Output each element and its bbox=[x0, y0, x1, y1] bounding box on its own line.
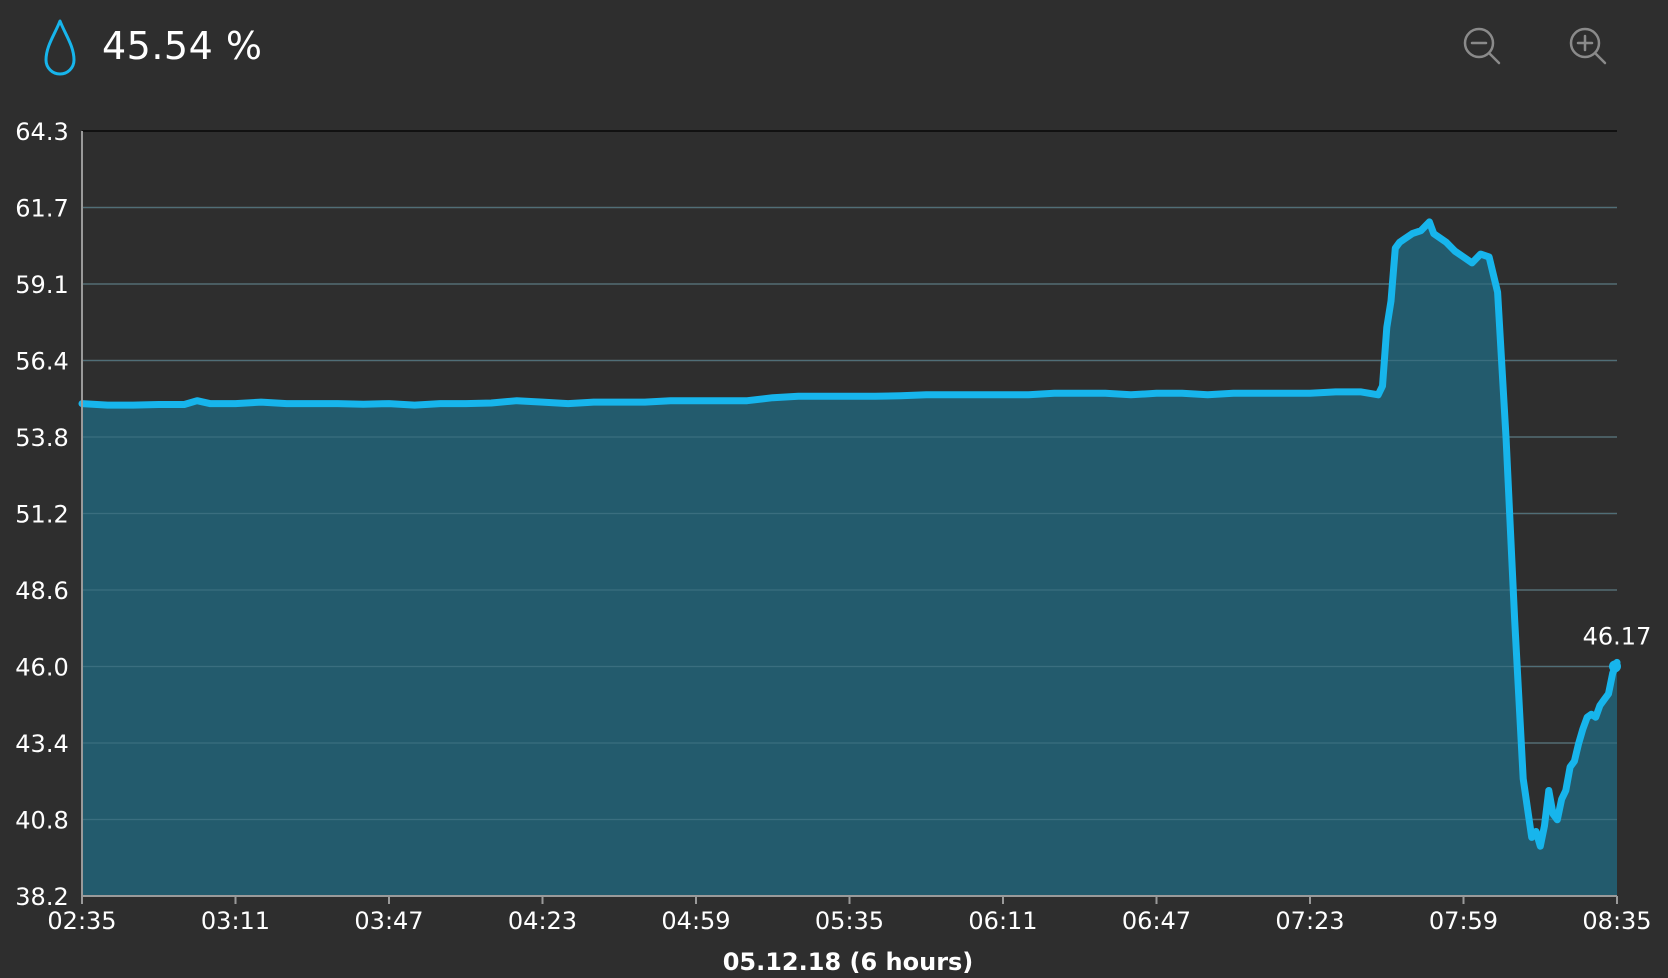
y-tick-label: 38.2 bbox=[15, 883, 68, 911]
x-tick-label: 07:23 bbox=[1275, 907, 1344, 935]
x-tick-label: 02:35 bbox=[47, 907, 116, 935]
zoom-in-icon[interactable] bbox=[1568, 26, 1608, 66]
series-area-fill bbox=[82, 221, 1617, 896]
y-tick-label: 51.2 bbox=[15, 501, 68, 529]
axes bbox=[81, 130, 1618, 904]
x-tick-label: 03:11 bbox=[201, 907, 270, 935]
x-tick-label: 04:59 bbox=[661, 907, 730, 935]
y-tick-label: 43.4 bbox=[15, 730, 68, 758]
x-tick-label: 08:35 bbox=[1582, 907, 1651, 935]
y-tick-label: 61.7 bbox=[15, 195, 68, 223]
y-tick-label: 40.8 bbox=[15, 807, 68, 835]
current-humidity-value: 45.54 % bbox=[102, 24, 263, 68]
x-tick-label: 03:47 bbox=[354, 907, 423, 935]
series-line bbox=[78, 218, 1621, 850]
y-tick-label: 64.3 bbox=[15, 118, 68, 146]
y-tick-label: 46.0 bbox=[15, 654, 68, 682]
tick-labels: 64.3 61.7 59.1 56.4 53.8 51.2 48.6 46.0 43.4 40.8… bbox=[15, 118, 1651, 935]
y-tick-label: 56.4 bbox=[15, 348, 68, 376]
last-value-marker bbox=[1609, 660, 1621, 673]
zoom-out-icon[interactable] bbox=[1462, 26, 1502, 66]
y-tick-label: 53.8 bbox=[15, 424, 68, 452]
x-tick-label: 07:59 bbox=[1429, 907, 1498, 935]
x-tick-label: 06:11 bbox=[968, 907, 1037, 935]
x-tick-label: 04:23 bbox=[508, 907, 577, 935]
x-tick-label: 05:35 bbox=[815, 907, 884, 935]
area-layer bbox=[78, 206, 1621, 896]
y-tick-label: 59.1 bbox=[15, 271, 68, 299]
x-tick-label: 06:47 bbox=[1122, 907, 1191, 935]
y-tick-label: 48.6 bbox=[15, 577, 68, 605]
last-value-layer: 46.17 bbox=[1583, 622, 1652, 673]
chart-header: 45.54 % bbox=[0, 0, 1668, 100]
water-drop-icon bbox=[44, 19, 76, 76]
last-value-label: 46.17 bbox=[1583, 622, 1652, 650]
x-axis-label: 05.12.18 (6 hours) bbox=[723, 948, 974, 976]
